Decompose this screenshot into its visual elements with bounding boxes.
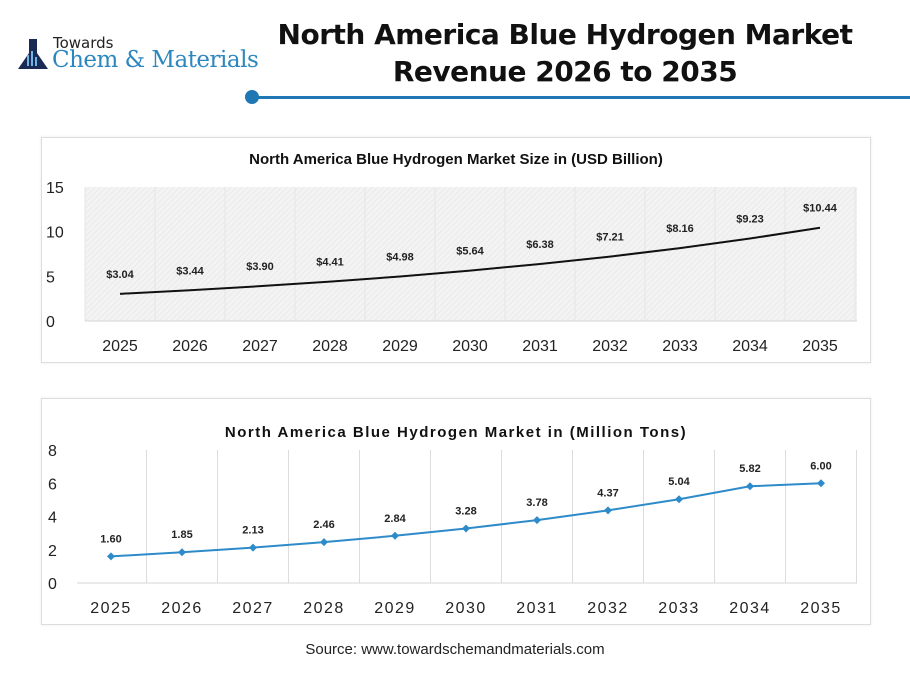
data-label: $5.64 [456, 246, 484, 258]
chart-title: North America Blue Hydrogen Market Size … [249, 151, 663, 168]
y-tick-label: 6 [48, 476, 57, 493]
data-label: $9.23 [736, 214, 764, 226]
data-label: 1.85 [171, 529, 192, 541]
flask-icon [18, 39, 48, 69]
data-label: $6.38 [526, 239, 554, 251]
plot-area [85, 187, 857, 321]
x-tick-label: 2033 [662, 338, 698, 355]
y-tick-label: 15 [46, 180, 64, 197]
x-tick-label: 2035 [802, 338, 838, 355]
data-label: 3.28 [455, 505, 476, 517]
chart-panel-revenue: North America Blue Hydrogen Market Size … [41, 137, 871, 363]
x-tick-label: 2031 [522, 338, 558, 355]
x-tick-label: 2032 [587, 600, 629, 617]
data-label: 2.13 [242, 525, 263, 537]
data-label: $3.44 [176, 265, 204, 277]
x-tick-label: 2034 [729, 600, 771, 617]
data-point [604, 506, 612, 515]
data-point [817, 479, 825, 488]
x-tick-label: 2025 [102, 338, 138, 355]
y-tick-label: 0 [48, 576, 57, 593]
data-label: $7.21 [596, 232, 624, 244]
chart-panel-volume: North America Blue Hydrogen Market in (M… [41, 398, 871, 625]
data-label: $4.41 [316, 257, 344, 269]
data-point [320, 538, 328, 547]
page-title: North America Blue Hydrogen Market Reven… [260, 16, 870, 90]
x-tick-label: 2027 [232, 600, 274, 617]
x-tick-label: 2031 [516, 600, 558, 617]
y-tick-label: 2 [48, 543, 57, 560]
data-label: 4.37 [597, 487, 618, 499]
data-point [178, 548, 186, 557]
data-label: 2.46 [313, 519, 334, 531]
logo-text-towards: Towards [53, 34, 114, 52]
chart-title: North America Blue Hydrogen Market in (M… [225, 424, 687, 441]
series-line [119, 226, 821, 295]
data-label: 5.82 [739, 463, 760, 475]
y-tick-label: 8 [48, 443, 57, 460]
data-point [249, 543, 257, 552]
x-tick-label: 2030 [452, 338, 488, 355]
x-tick-label: 2028 [303, 600, 345, 617]
data-point [746, 482, 754, 491]
x-tick-label: 2035 [800, 600, 842, 617]
x-tick-label: 2028 [312, 338, 348, 355]
x-tick-label: 2032 [592, 338, 628, 355]
volume-chart: North America Blue Hydrogen Market in (M… [48, 424, 857, 617]
data-label: 2.84 [384, 513, 406, 525]
data-label: $3.04 [106, 269, 134, 281]
data-point [391, 531, 399, 540]
revenue-chart: North America Blue Hydrogen Market Size … [46, 151, 857, 355]
data-point [107, 552, 115, 561]
data-label: 1.60 [100, 533, 121, 545]
accent-line [252, 96, 910, 99]
data-label: $8.16 [666, 223, 694, 235]
x-tick-label: 2026 [161, 600, 203, 617]
x-tick-label: 2034 [732, 338, 768, 355]
data-label: $10.44 [803, 203, 838, 215]
y-tick-label: 5 [46, 269, 55, 286]
title-line-2: Revenue 2026 to 2035 [392, 55, 738, 88]
x-tick-label: 2033 [658, 600, 700, 617]
source-text: Source: www.towardschemandmaterials.com [305, 641, 605, 658]
data-label: $3.90 [246, 261, 274, 273]
data-label: 6.00 [810, 460, 831, 472]
data-label: 3.78 [526, 497, 547, 509]
title-line-1: North America Blue Hydrogen Market [277, 18, 853, 51]
x-tick-label: 2029 [382, 338, 418, 355]
x-tick-label: 2029 [374, 600, 416, 617]
y-tick-label: 4 [48, 510, 57, 527]
x-tick-label: 2025 [90, 600, 132, 617]
logo-text-main: Chem & Materials [52, 47, 259, 73]
y-tick-label: 10 [46, 225, 64, 242]
x-tick-label: 2027 [242, 338, 278, 355]
data-point [675, 495, 683, 504]
data-label: $4.98 [386, 252, 414, 264]
accent-dot [245, 90, 259, 104]
data-point [462, 524, 470, 533]
x-tick-label: 2030 [445, 600, 487, 617]
x-tick-label: 2026 [172, 338, 208, 355]
y-tick-label: 0 [46, 314, 55, 331]
data-label: 5.04 [668, 476, 690, 488]
data-point [533, 516, 541, 525]
